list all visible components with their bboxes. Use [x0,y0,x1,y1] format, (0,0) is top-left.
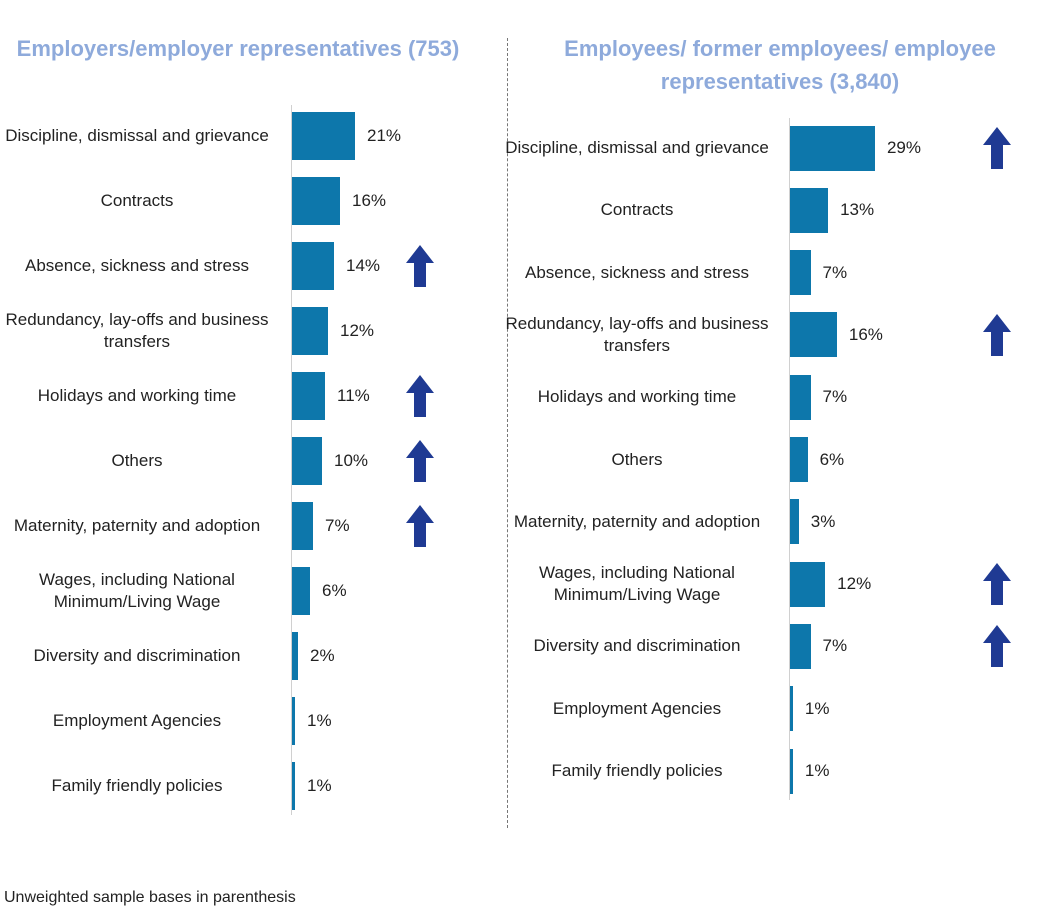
category-label: Absence, sickness and stress [25,256,249,275]
value-label: 1% [804,761,830,780]
increase-arrow [406,375,434,417]
arrow-shape [406,440,434,482]
category-label: Discipline, dismissal and grievance [5,126,269,145]
category-label: Others [111,451,163,470]
footnote: Unweighted sample bases in parenthesis [4,889,296,906]
category-label: Redundancy, lay-offs and business transf… [505,313,769,355]
value-label: 13% [840,200,875,220]
category-label: Family friendly policies [551,761,723,780]
bar [790,561,826,607]
category-label: Maternity, paternity and adoption [13,516,261,535]
category-label: Holidays and working time [37,386,237,405]
category-label: Discipline, dismissal and grievance [505,138,769,157]
bar [292,502,313,550]
value-label: 1% [804,698,830,718]
arrow-shape [406,375,434,417]
category-label: Wages, including National Minimum/Living… [539,563,735,605]
arrow-shape [983,127,1011,169]
value-label: 14% [346,256,381,275]
arrow-shape [406,245,434,287]
value-label: 6% [322,581,347,600]
category-label: Employment Agencies [52,711,222,730]
value-label: 12% [837,574,872,594]
bar [292,372,325,420]
value-label: 11% [337,386,370,405]
value-label: 1% [307,776,332,795]
value-label: 29% [886,138,921,157]
value-label: 10% [334,451,369,470]
category-label: Maternity, paternity and adoption [513,511,761,531]
bar [292,242,334,290]
category-label: Absence, sickness and stress [525,262,749,282]
chart-title: Employers/employer representatives (753) [16,36,460,61]
increase-arrow [406,505,434,547]
chart-title: Employees/ former employees/ employee re… [564,36,996,94]
value-label: 21% [367,126,402,145]
bar [292,177,340,225]
bar [790,623,811,669]
bar [292,697,295,745]
value-label: 2% [310,646,335,665]
increase-arrow [406,440,434,482]
bar [790,748,793,794]
increase-arrow [983,127,1011,169]
bar [292,632,298,680]
category-label: Diversity and discrimination [533,636,741,656]
category-label: Contracts [100,191,174,210]
bar [790,250,811,296]
value-label: 7% [822,387,848,407]
category-label: Employment Agencies [552,698,722,718]
category-label: Contracts [600,200,674,220]
increase-arrow [983,625,1011,668]
value-label: 7% [822,262,848,282]
bar [292,437,322,485]
bar [790,374,811,420]
bar [790,187,829,233]
bar [790,437,808,482]
bar [790,499,799,545]
value-axis [291,105,292,815]
bar [292,112,355,160]
value-label: 16% [848,324,883,344]
bar [790,312,837,358]
category-label: Others [611,449,663,469]
bar [790,125,875,171]
arrow-shape [983,563,1011,606]
value-label: 7% [325,516,350,535]
increase-arrow [983,563,1011,606]
bar [790,686,793,732]
category-label: Family friendly policies [51,776,223,795]
category-label: Redundancy, lay-offs and business transf… [5,310,269,351]
bar [292,307,328,355]
value-label: 6% [819,449,845,469]
arrow-shape [983,313,1011,356]
category-label: Holidays and working time [537,387,737,407]
value-label: 12% [340,321,375,340]
bar [292,567,310,615]
divider [507,38,508,828]
value-label: 1% [307,711,332,730]
arrow-shape [983,625,1011,668]
value-axis [789,118,790,800]
value-label: 7% [822,636,848,656]
bar [292,762,295,810]
increase-arrow [983,313,1011,356]
value-label: 16% [352,191,387,210]
value-label: 3% [810,511,836,531]
category-label: Diversity and discrimination [33,646,241,665]
arrow-shape [406,505,434,547]
increase-arrow [406,245,434,287]
category-label: Wages, including National Minimum/Living… [39,570,235,611]
